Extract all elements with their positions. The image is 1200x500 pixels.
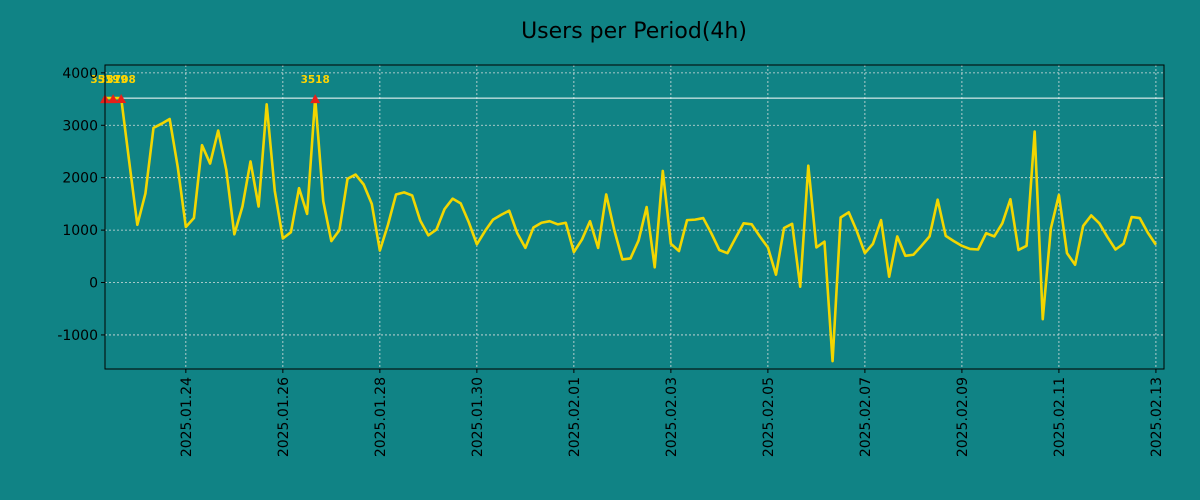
x-tick-label: 2025.01.26: [276, 377, 292, 457]
x-tick-label: 2025.02.03: [664, 377, 680, 457]
peak-label: 3708: [107, 74, 136, 86]
x-tick-label: 2025.01.30: [470, 377, 486, 457]
peak-marker: [108, 94, 119, 104]
axes: -1000 0 1000 2000 3000 4000 2025.01.24 2025.01.…: [57, 64, 1165, 457]
series-line: [105, 96, 1157, 363]
x-tick-label: 2025.02.13: [1149, 377, 1165, 457]
peak-label: 3519: [98, 74, 127, 86]
y-tick-label: 3000: [62, 118, 98, 134]
x-tick-label: 2025.02.05: [761, 377, 777, 457]
x-tick-label: 2025.01.24: [179, 377, 195, 457]
x-tick-label: 2025.02.01: [567, 377, 583, 457]
y-tick-label: -1000: [57, 328, 98, 344]
series-layer: [105, 96, 1157, 363]
y-tick-label: 0: [89, 276, 98, 292]
plot-frame: [104, 64, 1165, 370]
x-tick-label: 2025.02.09: [955, 377, 971, 457]
y-tick-label: 4000: [62, 66, 98, 82]
x-tick-label: 2025.01.28: [373, 377, 389, 457]
peak-marker: [116, 94, 127, 104]
y-tick-label: 2000: [62, 171, 98, 187]
x-tick-label: 2025.02.11: [1052, 377, 1068, 457]
peak-label: 3518: [301, 74, 330, 86]
chart-title: Users per Period(4h): [521, 19, 747, 44]
y-tick-label: 1000: [62, 223, 98, 239]
grid-lines: [105, 65, 1164, 369]
peak-marker: [310, 94, 321, 104]
x-tick-label: 2025.02.07: [858, 377, 874, 457]
